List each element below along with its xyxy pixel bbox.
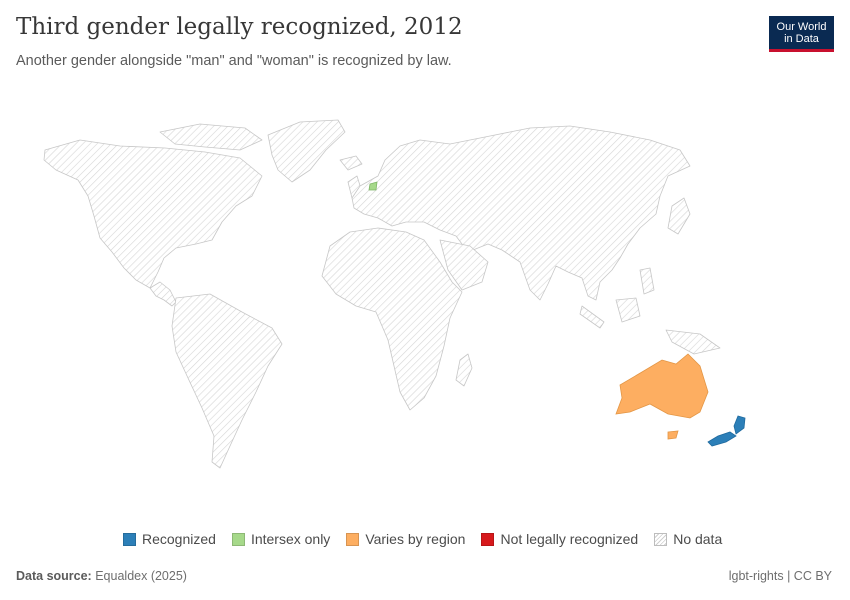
new-zealand-south[interactable] — [707, 431, 737, 447]
borneo[interactable] — [615, 297, 641, 323]
data-source: Data source: Equaldex (2025) — [16, 569, 187, 583]
legend-item-intersex-only[interactable]: Intersex only — [231, 531, 331, 547]
chart-title: Third gender legally recognized, 2012 — [16, 14, 463, 40]
legend-swatch — [481, 532, 495, 546]
japan[interactable] — [667, 197, 691, 235]
legend-label: Intersex only — [250, 531, 331, 547]
world-map — [43, 119, 746, 469]
africa[interactable] — [321, 227, 463, 411]
legend: Recognized Intersex only Varies by regio… — [123, 531, 722, 547]
license-text[interactable]: lgbt-rights | CC BY — [728, 569, 832, 583]
new-guinea[interactable] — [665, 329, 721, 355]
logo-line-1: Our World — [776, 21, 827, 33]
legend-label: No data — [673, 531, 723, 547]
owid-logo[interactable]: Our World in Data — [769, 16, 834, 52]
sumatra[interactable] — [579, 305, 605, 329]
australia[interactable] — [615, 353, 709, 419]
arctic-islands[interactable] — [159, 123, 263, 151]
legend-item-recognized[interactable]: Recognized — [123, 531, 216, 547]
south-america[interactable] — [171, 293, 283, 469]
central-america[interactable] — [149, 281, 177, 307]
chart-subtitle: Another gender alongside "man" and "woma… — [16, 53, 452, 69]
data-source-label: Data source: — [16, 569, 92, 583]
madagascar[interactable] — [455, 353, 473, 387]
legend-item-varies-by-region[interactable]: Varies by region — [346, 531, 465, 547]
legend-label: Not legally recognized — [500, 531, 639, 547]
netherlands[interactable] — [368, 181, 378, 191]
logo-line-2: in Data — [784, 33, 819, 45]
north-america[interactable] — [43, 139, 263, 289]
arabian-peninsula[interactable] — [439, 239, 489, 291]
philippines[interactable] — [639, 267, 655, 295]
legend-label: Recognized — [142, 531, 216, 547]
tasmania[interactable] — [667, 430, 679, 440]
legend-swatch — [123, 532, 136, 546]
legend-item-no-data[interactable]: No data — [654, 531, 722, 547]
data-source-value[interactable]: Equaldex (2025) — [95, 569, 187, 583]
legend-label: Varies by region — [365, 531, 466, 547]
legend-item-not-recognized[interactable]: Not legally recognized — [481, 531, 638, 547]
legend-swatch — [231, 532, 245, 546]
legend-swatch — [346, 532, 360, 546]
legend-swatch — [654, 532, 668, 546]
iceland[interactable] — [339, 155, 363, 171]
eurasia[interactable] — [351, 125, 691, 301]
greenland[interactable] — [267, 119, 346, 183]
new-zealand-north[interactable] — [733, 415, 746, 435]
